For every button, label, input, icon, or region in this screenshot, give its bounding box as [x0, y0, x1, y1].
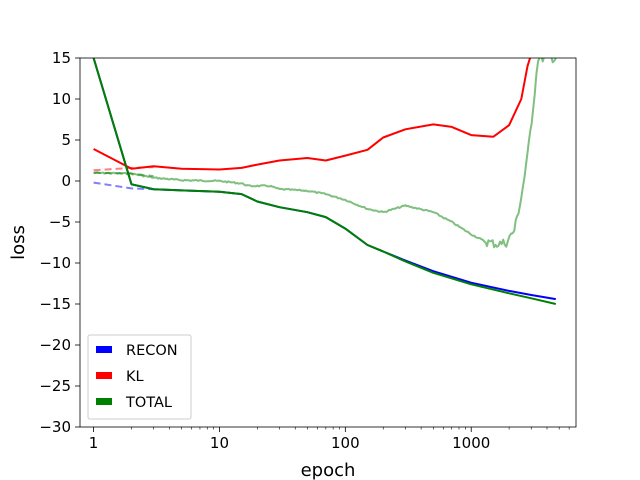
- y-tick-label: 10: [52, 90, 71, 108]
- legend-swatch-kl: [96, 372, 112, 379]
- y-tick-label: −20: [39, 336, 71, 354]
- y-tick-label: 0: [61, 172, 71, 190]
- legend-box: [87, 334, 192, 420]
- series-line-total-faded: [93, 58, 557, 249]
- legend-swatch-total: [96, 398, 112, 405]
- legend-label-recon: RECON: [126, 343, 178, 359]
- y-tick-label: 5: [61, 131, 71, 149]
- y-tick-label: −25: [39, 377, 71, 395]
- x-axis-ticks: 1 10 100 1000: [89, 427, 570, 452]
- y-axis-ticks: 15 10 5 0 −5 −10 −15 −20 −25 −30: [39, 49, 80, 436]
- y-tick-label: −5: [49, 213, 71, 231]
- x-tick-label: 100: [331, 434, 360, 452]
- plot-frame: [79, 57, 577, 428]
- series-line-total-dashed: [93, 171, 154, 178]
- series-line-kl: [93, 58, 532, 171]
- legend-label-total: TOTAL: [125, 395, 172, 411]
- series-line-recon-dashed: [93, 181, 154, 191]
- x-tick-label: 10: [210, 434, 229, 452]
- y-tick-label: −15: [39, 295, 71, 313]
- y-axis-label: loss: [8, 225, 29, 260]
- x-tick-label: 1: [89, 434, 99, 452]
- y-tick-label: 15: [52, 49, 71, 67]
- legend-items: RECON KL TOTAL: [96, 343, 178, 411]
- series-layer: [92, 58, 557, 305]
- series-line-total: [92, 58, 557, 305]
- y-tick-label: −30: [39, 418, 71, 436]
- x-tick-label: 1000: [452, 434, 490, 452]
- y-tick-label: −10: [39, 254, 71, 272]
- legend-label-kl: KL: [126, 369, 144, 385]
- legend: RECON KL TOTAL: [87, 334, 192, 420]
- x-axis-label: epoch: [301, 460, 356, 480]
- legend-swatch-recon: [96, 346, 112, 353]
